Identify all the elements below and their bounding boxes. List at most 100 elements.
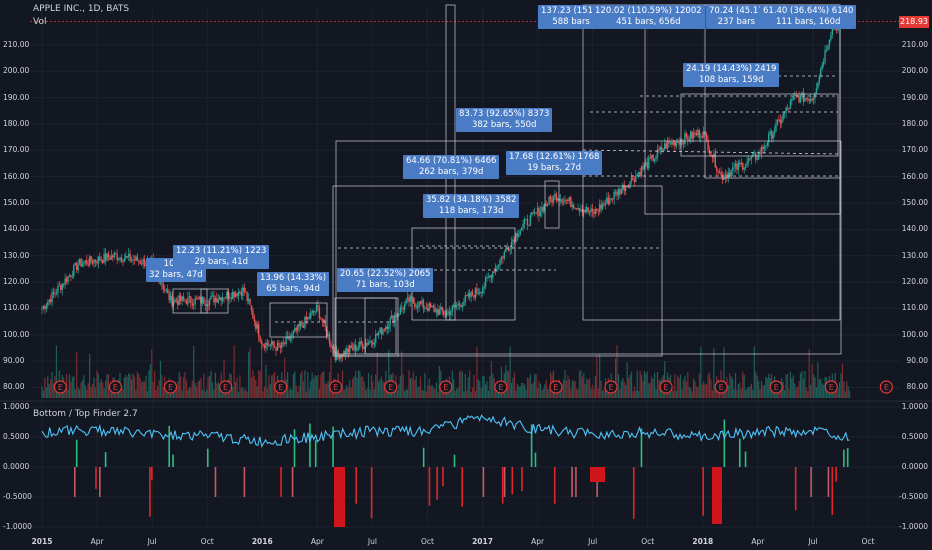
candle-body — [126, 256, 128, 258]
candle-body — [447, 311, 449, 313]
volume-bar — [432, 387, 435, 398]
candle-body — [112, 255, 114, 258]
candle-body — [57, 286, 59, 294]
volume-bar — [784, 390, 786, 398]
measure-label[interactable]: 83.73 (92.65%) 8373 382 bars, 550d — [456, 108, 553, 132]
measure-rectangle — [364, 297, 397, 355]
candle-body — [253, 318, 256, 322]
candle-body — [440, 306, 442, 310]
candle-body — [409, 296, 412, 302]
volume-bar — [175, 385, 177, 398]
earnings-marker-text: E — [774, 383, 779, 392]
volume-bar — [376, 352, 378, 398]
volume-bar — [256, 386, 258, 398]
candle-body — [271, 341, 273, 345]
candle-body — [265, 342, 267, 349]
measure-label[interactable]: 17.68 (12.61%) 1768 19 bars, 27d — [506, 151, 603, 175]
candle-body — [636, 174, 638, 176]
candle-body — [798, 96, 800, 103]
volume-bar — [278, 388, 280, 398]
volume-bar — [789, 371, 792, 398]
measure-change: 13.96 (14.33%) — [260, 273, 327, 283]
volume-bar — [794, 383, 796, 398]
candle-body — [376, 333, 378, 336]
earnings-marker-text: E — [664, 383, 669, 392]
candle-body — [532, 212, 534, 214]
candle-body — [334, 353, 336, 360]
volume-bar — [561, 384, 563, 398]
volume-bar — [406, 389, 409, 398]
candle-body — [258, 324, 260, 337]
volume-bar — [694, 381, 696, 398]
volume-bar — [378, 381, 380, 398]
measure-label[interactable]: 70.24 (45.17 237 bars — [706, 5, 767, 29]
candle-body — [597, 210, 599, 212]
volume-bar — [402, 374, 404, 398]
candle-body — [656, 149, 659, 157]
candle-body — [461, 305, 464, 308]
candle-body — [705, 133, 708, 140]
candle-body — [125, 256, 127, 259]
candle-body — [194, 298, 196, 305]
candle-body — [765, 145, 767, 147]
measure-label[interactable]: 12.23 (11.21%) 1223 29 bars, 41d — [173, 245, 270, 269]
candle-body — [727, 172, 729, 178]
candle-body — [380, 327, 383, 335]
candle-body — [138, 260, 140, 262]
volume-bar — [64, 389, 66, 398]
volume-bar — [369, 389, 371, 398]
measure-change: 35.82 (34.18%) 3582 — [426, 195, 517, 205]
measure-label[interactable]: 24.19 (14.43%) 2419 108 bars, 159d — [683, 63, 780, 87]
measure-label[interactable]: 61.40 (36.64%) 6140 111 bars, 160d — [760, 5, 857, 29]
volume-bar — [547, 388, 549, 398]
volume-bar — [162, 386, 164, 398]
candle-body — [359, 341, 361, 347]
candle-body — [707, 139, 709, 150]
candle-body — [347, 348, 349, 353]
candle-body — [123, 258, 126, 263]
measure-label[interactable]: 64.66 (70.81%) 6466 262 bars, 379d — [403, 155, 500, 179]
volume-bar — [620, 381, 622, 398]
indicator-bar-bearish — [95, 467, 97, 489]
price-tick-label-left: 180.00 — [3, 118, 30, 128]
volume-bar — [128, 373, 130, 398]
volume-bar — [177, 381, 179, 398]
candle-body — [74, 262, 76, 265]
price-tick-label-right: 80.00 — [906, 382, 928, 392]
volume-bar — [41, 386, 43, 398]
candle-body — [207, 304, 209, 306]
measure-label[interactable]: 120.02 (110.59%) 12002 451 bars, 656d — [592, 5, 705, 29]
candle-body — [317, 305, 319, 308]
candle-body — [590, 208, 592, 212]
volume-bar — [632, 391, 634, 398]
candle-body — [369, 340, 371, 343]
measure-label[interactable]: 20.65 (22.52%) 2065 71 bars, 103d — [337, 268, 434, 292]
candle-body — [480, 292, 482, 294]
candle-body — [493, 271, 495, 273]
volume-bar — [350, 387, 352, 398]
measure-label[interactable]: 35.82 (34.18%) 3582 118 bars, 173d — [423, 194, 520, 218]
volume-bar — [284, 357, 286, 398]
volume-bar — [414, 379, 416, 398]
measure-duration: 108 bars, 159d — [698, 75, 764, 85]
volume-bar — [740, 388, 742, 398]
volume-bar — [480, 387, 482, 398]
candle-body — [324, 319, 326, 328]
candle-body — [416, 306, 419, 308]
candle-body — [746, 161, 748, 165]
volume-bar — [259, 371, 261, 398]
earnings-marker-icon — [163, 380, 178, 394]
volume-bar — [732, 378, 734, 398]
volume-bar — [90, 386, 92, 398]
candle-body — [333, 347, 335, 354]
measure-label[interactable]: 13.96 (14.33%) 65 bars, 94d — [257, 272, 330, 296]
volume-bar — [461, 371, 464, 398]
candle-body — [811, 99, 813, 101]
candle-body — [464, 295, 467, 303]
earnings-marker-icon — [604, 380, 618, 394]
volume-bar — [219, 387, 221, 398]
volume-bar — [411, 377, 413, 398]
volume-bar — [532, 382, 534, 398]
